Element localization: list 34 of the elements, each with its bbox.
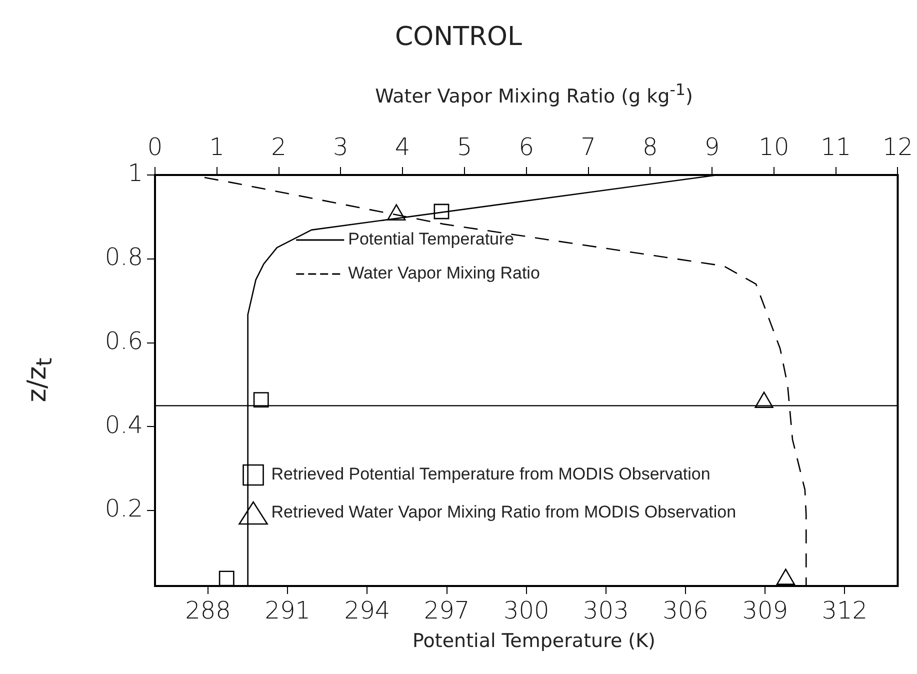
x-tick-label: 309 <box>742 596 788 625</box>
x-tick-label: 288 <box>185 596 231 625</box>
x2-tick-label: 8 <box>642 132 658 161</box>
legend-label: Potential Temperature <box>348 230 514 249</box>
y-tick-label: 0.4 <box>104 410 143 439</box>
x2-tick-label: 4 <box>394 132 410 161</box>
y-tick-label: 0.6 <box>104 326 143 355</box>
y-tick-label: 0.2 <box>104 494 143 523</box>
x2-tick-label: 10 <box>758 132 790 161</box>
x2-tick-label: 12 <box>882 132 914 161</box>
legend-label: Water Vapor Mixing Ratio <box>348 264 540 283</box>
x-tick-label: 297 <box>424 596 470 625</box>
x-tick-label: 300 <box>503 596 550 625</box>
chart-title: CONTROL <box>394 22 523 52</box>
x-tick-label: 312 <box>822 596 868 625</box>
x-tick-label: 294 <box>344 596 390 625</box>
x-tick-label: 291 <box>264 596 311 625</box>
legend-label: Retrieved Water Vapor Mixing Ratio from MODIS Observation <box>271 502 736 522</box>
x-tick-label: 303 <box>583 596 629 625</box>
x2-tick-label: 1 <box>209 132 225 161</box>
x-tick-label: 306 <box>662 596 708 625</box>
x2-tick-label: 11 <box>820 132 852 161</box>
legend-label: Retrieved Potential Temperature from MODIS Observation <box>271 464 710 484</box>
x2-tick-label: 9 <box>704 132 720 161</box>
y-tick-label: 1 <box>128 159 143 188</box>
x2-tick-label: 0 <box>147 132 163 161</box>
x2-tick-label: 3 <box>333 132 348 161</box>
x-axis-title: Potential Temperature (K) <box>412 630 656 652</box>
x2-tick-label: 5 <box>456 132 472 161</box>
x2-axis-title: Water Vapor Mixing Ratio (g kg$^{-1}$) <box>374 80 694 108</box>
x2-tick-label: 6 <box>518 132 534 161</box>
x2-tick-label: 2 <box>271 132 286 161</box>
x2-tick-label: 7 <box>580 132 596 161</box>
y-tick-label: 0.8 <box>104 243 143 272</box>
